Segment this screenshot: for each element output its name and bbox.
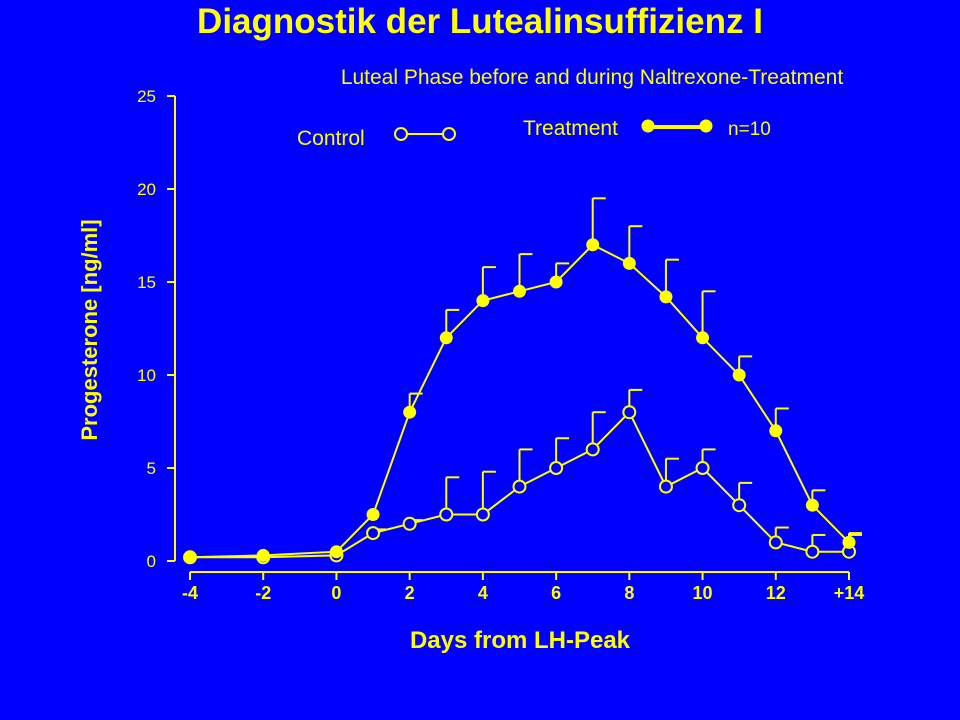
y-tick-label: 20	[137, 180, 156, 199]
x-axis-label: Days from LH-Peak	[410, 627, 631, 654]
data-point-treatment	[805, 498, 819, 512]
data-point-treatment	[732, 368, 746, 382]
y-tick-label: 25	[137, 87, 156, 106]
x-tick-label: -2	[255, 583, 271, 603]
data-point-treatment	[549, 275, 563, 289]
series-control	[183, 388, 862, 565]
slide-title: Diagnostik der Lutealinsuffizienz I	[197, 2, 763, 41]
data-point-treatment	[476, 294, 490, 308]
x-tick-label: 4	[478, 583, 488, 603]
data-point-treatment	[769, 424, 783, 438]
data-point-control	[549, 461, 564, 475]
x-tick-label: 0	[331, 583, 341, 603]
legend-label-control: Control	[297, 127, 365, 150]
data-point-treatment	[403, 405, 417, 419]
data-point-control	[475, 507, 490, 522]
x-tick-label: +14	[834, 583, 865, 603]
data-point-control	[805, 544, 820, 559]
x-tick-label: 6	[551, 583, 561, 603]
series-layer	[183, 197, 862, 565]
chart-subtitle: Luteal Phase before and during Naltrexon…	[341, 66, 844, 89]
x-tick-label: 2	[405, 583, 415, 603]
sample-size-label: n=10	[728, 119, 771, 140]
data-point-treatment	[586, 238, 600, 252]
x-tick-label: 8	[624, 583, 634, 603]
data-point-control	[402, 516, 417, 531]
legend-marker-treatment-left	[641, 119, 655, 133]
legend-marker-treatment-right	[699, 119, 713, 133]
data-point-treatment	[696, 331, 710, 345]
data-point-control	[695, 461, 710, 475]
y-axis-label: Progesterone [ng/ml]	[77, 219, 102, 440]
legend: Control Treatment n=10	[297, 117, 771, 150]
legend-marker-control-left	[394, 127, 408, 141]
data-point-treatment	[659, 290, 673, 304]
data-point-treatment	[329, 545, 343, 559]
data-point-treatment	[183, 550, 197, 564]
x-tick-label: -4	[182, 583, 198, 603]
data-point-treatment	[622, 256, 636, 270]
x-tick-label: 10	[693, 583, 713, 603]
data-point-control	[585, 442, 600, 457]
data-point-control	[768, 535, 783, 550]
y-tick-label: 5	[147, 459, 156, 478]
data-point-control	[512, 479, 527, 494]
legend-marker-control-right	[442, 127, 456, 141]
x-tick-label: 12	[766, 583, 786, 603]
axes: 0 5 10 15 20 25 -4 -2 0 2 4 6 8 10 12 +14	[137, 87, 864, 603]
data-point-control	[366, 526, 381, 541]
data-point-treatment	[439, 331, 453, 345]
y-tick-label: 0	[147, 552, 156, 571]
data-point-control	[658, 479, 673, 494]
y-tick-label: 10	[137, 366, 156, 385]
data-point-control	[732, 498, 747, 513]
data-point-treatment	[256, 548, 270, 562]
legend-label-treatment: Treatment	[523, 117, 618, 140]
data-point-control	[622, 405, 637, 420]
data-point-control	[439, 507, 454, 522]
series-treatment	[183, 197, 862, 564]
data-point-treatment	[513, 284, 526, 298]
data-point-treatment	[366, 508, 380, 521]
y-tick-label: 15	[137, 273, 156, 292]
data-point-treatment	[842, 535, 856, 549]
